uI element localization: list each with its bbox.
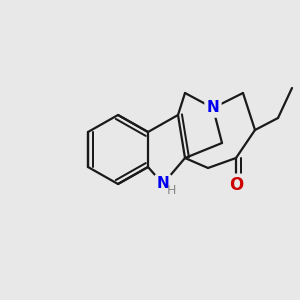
- Text: H: H: [166, 184, 176, 197]
- Text: O: O: [229, 176, 243, 194]
- Text: N: N: [157, 176, 169, 191]
- Text: N: N: [207, 100, 219, 116]
